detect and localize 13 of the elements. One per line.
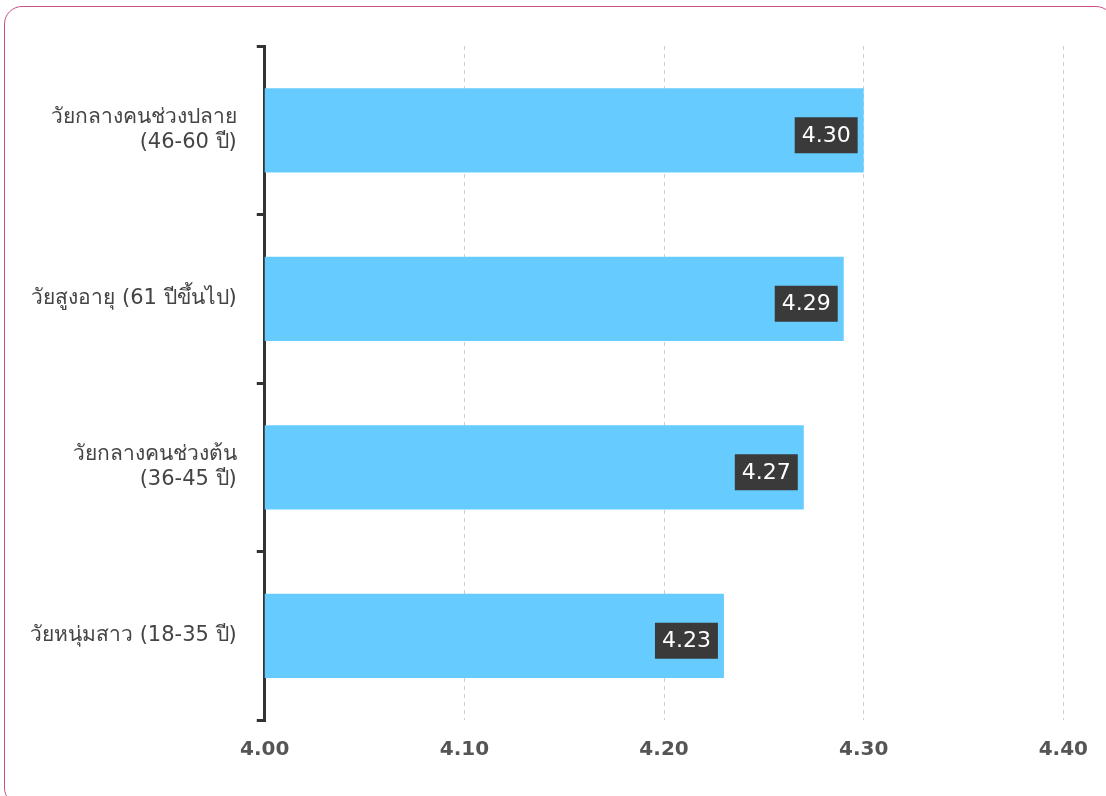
x-tick-label: 4.20 [639,736,689,761]
data-label: 4.23 [661,627,711,653]
x-tick-label: 4.10 [439,736,490,761]
x-tick-label: 4.40 [1038,736,1089,761]
data-label: 4.30 [801,121,851,147]
x-tick-label: 4.30 [839,736,889,761]
data-label: 4.29 [781,290,831,316]
y-tick-label: วัยหนุ่มสาว (18-35 ปี) [29,622,237,648]
y-tick-label: วัยสูงอายุ (61 ปีขึ้นไป) [31,282,237,311]
x-tick-label: 4.00 [240,736,290,761]
data-label: 4.27 [741,458,791,484]
y-tick-label: วัยกลางคนช่วงปลาย (46-60 ปี) [50,104,237,154]
y-tick-label: วัยกลางคนช่วงต้น (36-45 ปี) [72,441,237,491]
